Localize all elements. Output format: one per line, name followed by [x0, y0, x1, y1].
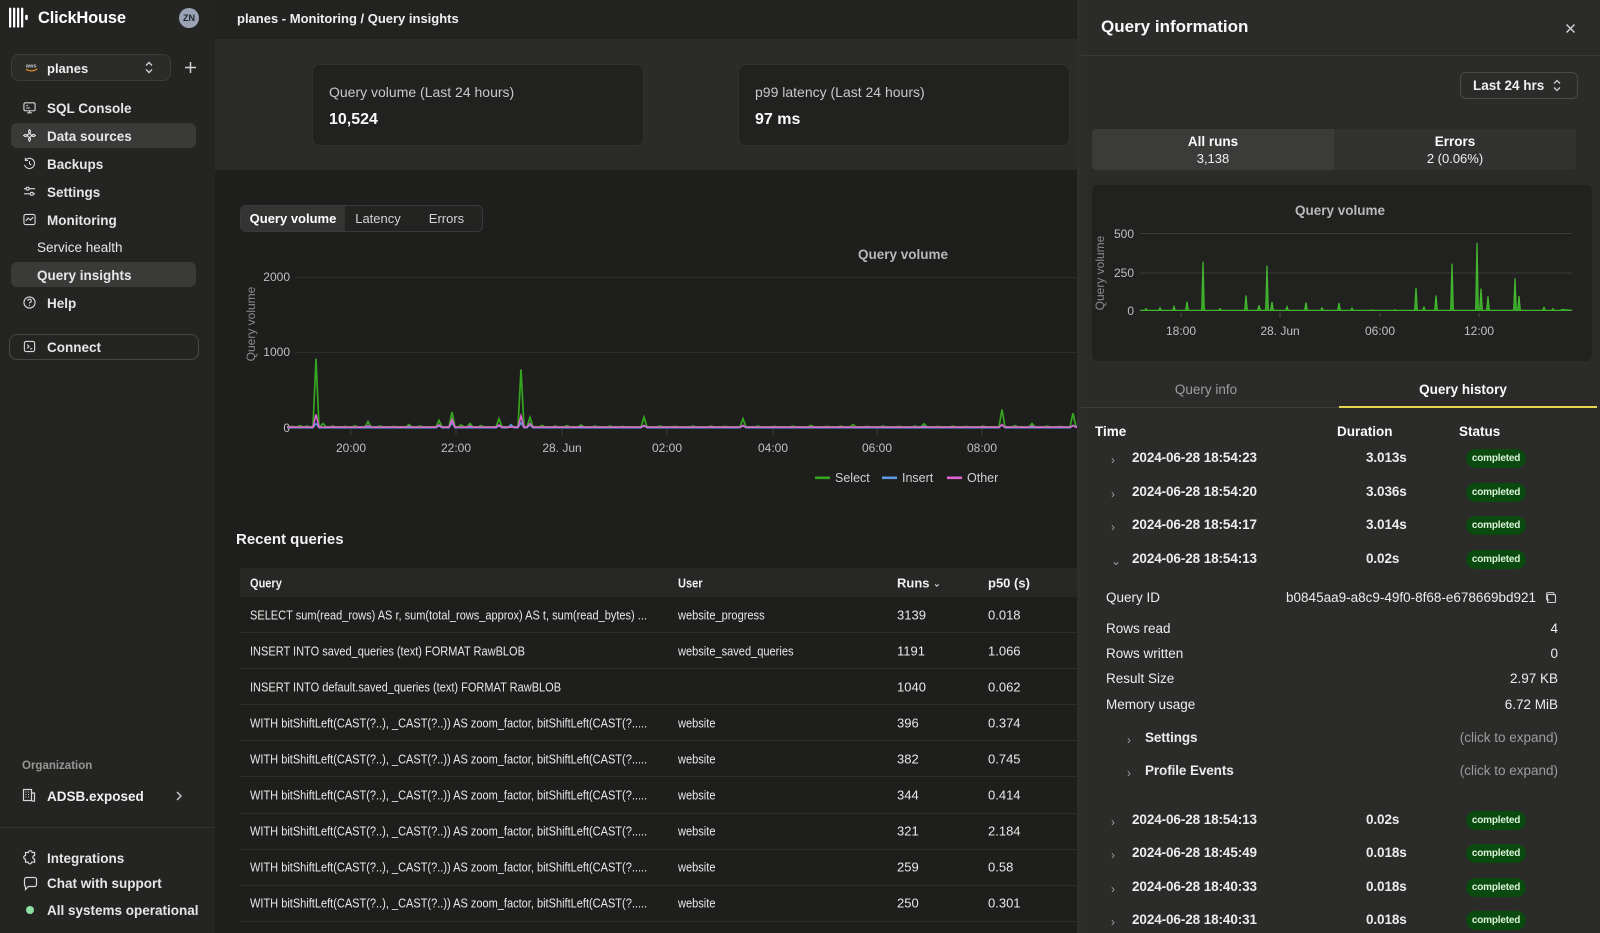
svg-text:18:00: 18:00: [1166, 324, 1196, 338]
svg-text:1000: 1000: [263, 345, 290, 359]
svg-text:Query volume: Query volume: [858, 247, 949, 262]
svg-text:12:00: 12:00: [1464, 324, 1494, 338]
svg-text:Select: Select: [835, 471, 870, 485]
svg-text:28. Jun: 28. Jun: [1260, 324, 1299, 338]
svg-text:0: 0: [1127, 304, 1134, 318]
svg-text:500: 500: [1114, 227, 1134, 241]
svg-text:02:00: 02:00: [652, 441, 682, 455]
svg-text:Other: Other: [967, 471, 998, 485]
svg-text:Query volume: Query volume: [1295, 203, 1386, 218]
svg-text:20:00: 20:00: [336, 441, 366, 455]
svg-text:22:00: 22:00: [441, 441, 471, 455]
svg-text:aws: aws: [26, 63, 37, 69]
svg-text:04:00: 04:00: [758, 441, 788, 455]
svg-text:06:00: 06:00: [1365, 324, 1395, 338]
svg-text:250: 250: [1114, 266, 1134, 280]
svg-text:06:00: 06:00: [862, 441, 892, 455]
svg-text:2000: 2000: [263, 270, 290, 284]
svg-text:Insert: Insert: [902, 471, 934, 485]
svg-text:0: 0: [283, 421, 290, 435]
svg-text:28. Jun: 28. Jun: [542, 441, 581, 455]
svg-text:Query volume: Query volume: [244, 286, 258, 361]
svg-text:Query volume: Query volume: [1093, 235, 1107, 310]
svg-text:08:00: 08:00: [967, 441, 997, 455]
